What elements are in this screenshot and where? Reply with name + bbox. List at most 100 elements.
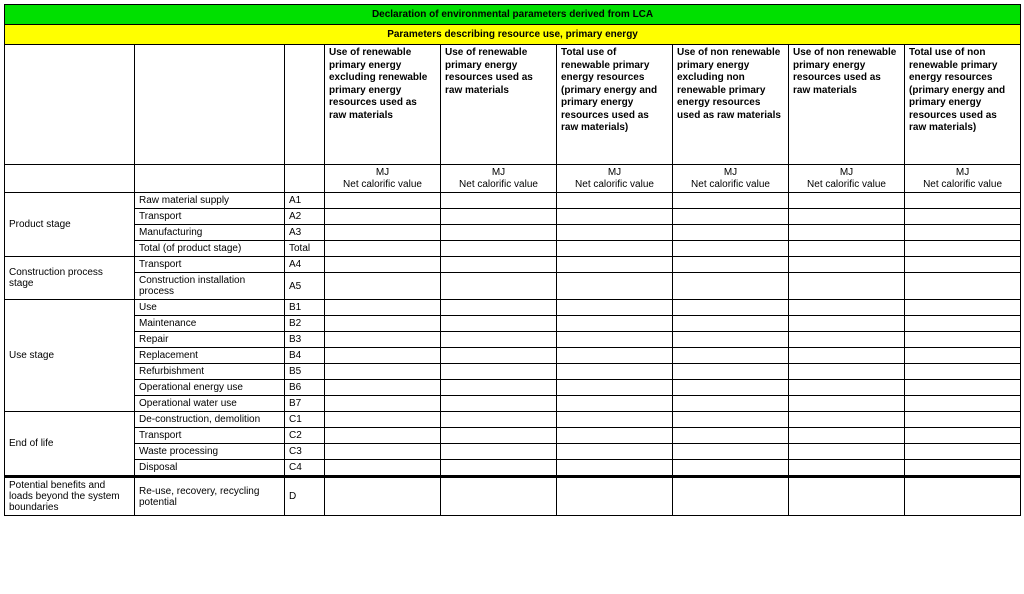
process-name: Re-use, recovery, recycling potential: [135, 477, 285, 516]
stage-name: Product stage: [5, 193, 135, 257]
module-code: C1: [285, 412, 325, 428]
value-cell: [673, 444, 789, 460]
value-cell: [325, 460, 441, 477]
value-cell: [441, 412, 557, 428]
value-cell: [673, 380, 789, 396]
stage-name: Use stage: [5, 300, 135, 412]
value-cell: [789, 477, 905, 516]
value-cell: [673, 348, 789, 364]
value-cell: [557, 332, 673, 348]
table-subtitle: Parameters describing resource use, prim…: [5, 25, 1021, 45]
unit-cell-2: MJNet calorific value: [441, 165, 557, 193]
value-cell: [557, 396, 673, 412]
value-cell: [441, 241, 557, 257]
module-code: A4: [285, 257, 325, 273]
value-cell: [325, 241, 441, 257]
value-cell: [557, 273, 673, 300]
value-cell: [441, 348, 557, 364]
value-cell: [905, 396, 1021, 412]
module-code: B5: [285, 364, 325, 380]
value-cell: [557, 364, 673, 380]
value-cell: [325, 364, 441, 380]
blank-header-2: [135, 45, 285, 165]
value-cell: [905, 348, 1021, 364]
value-cell: [441, 316, 557, 332]
value-cell: [673, 193, 789, 209]
module-code: B2: [285, 316, 325, 332]
module-code: A3: [285, 225, 325, 241]
stage-name: Construction process stage: [5, 257, 135, 300]
value-cell: [441, 460, 557, 477]
value-cell: [557, 225, 673, 241]
value-cell: [905, 332, 1021, 348]
value-cell: [325, 412, 441, 428]
value-cell: [673, 460, 789, 477]
blank-header-1: [5, 45, 135, 165]
value-cell: [673, 477, 789, 516]
value-cell: [325, 273, 441, 300]
value-cell: [557, 300, 673, 316]
value-cell: [325, 348, 441, 364]
value-cell: [325, 332, 441, 348]
value-cell: [789, 225, 905, 241]
value-cell: [905, 412, 1021, 428]
value-cell: [325, 428, 441, 444]
value-cell: [441, 225, 557, 241]
param-header-1: Use of renewable primary energy excludin…: [325, 45, 441, 165]
module-code: B6: [285, 380, 325, 396]
value-cell: [325, 444, 441, 460]
process-name: Operational water use: [135, 396, 285, 412]
value-cell: [905, 364, 1021, 380]
value-cell: [789, 460, 905, 477]
value-cell: [905, 225, 1021, 241]
value-cell: [905, 477, 1021, 516]
value-cell: [905, 193, 1021, 209]
unit-cell-3: MJNet calorific value: [557, 165, 673, 193]
value-cell: [557, 257, 673, 273]
process-name: Maintenance: [135, 316, 285, 332]
process-name: Refurbishment: [135, 364, 285, 380]
module-code: A1: [285, 193, 325, 209]
blank-unit-1: [5, 165, 135, 193]
process-name: Construction installation process: [135, 273, 285, 300]
value-cell: [441, 257, 557, 273]
value-cell: [557, 241, 673, 257]
module-code: B4: [285, 348, 325, 364]
value-cell: [905, 428, 1021, 444]
value-cell: [789, 348, 905, 364]
value-cell: [905, 316, 1021, 332]
value-cell: [905, 209, 1021, 225]
value-cell: [557, 412, 673, 428]
module-code: C3: [285, 444, 325, 460]
module-code: A2: [285, 209, 325, 225]
value-cell: [557, 209, 673, 225]
unit-cell-4: MJNet calorific value: [673, 165, 789, 193]
value-cell: [905, 380, 1021, 396]
process-name: Replacement: [135, 348, 285, 364]
blank-header-3: [285, 45, 325, 165]
unit-cell-1: MJNet calorific value: [325, 165, 441, 193]
value-cell: [557, 193, 673, 209]
module-code: C2: [285, 428, 325, 444]
value-cell: [325, 257, 441, 273]
value-cell: [789, 332, 905, 348]
value-cell: [441, 364, 557, 380]
blank-unit-2: [135, 165, 285, 193]
value-cell: [325, 477, 441, 516]
value-cell: [673, 396, 789, 412]
value-cell: [789, 209, 905, 225]
value-cell: [557, 477, 673, 516]
value-cell: [789, 193, 905, 209]
unit-cell-6: MJNet calorific value: [905, 165, 1021, 193]
value-cell: [673, 428, 789, 444]
value-cell: [673, 209, 789, 225]
value-cell: [673, 412, 789, 428]
value-cell: [325, 193, 441, 209]
module-code: B1: [285, 300, 325, 316]
value-cell: [557, 380, 673, 396]
value-cell: [905, 460, 1021, 477]
value-cell: [441, 300, 557, 316]
process-name: Waste processing: [135, 444, 285, 460]
value-cell: [441, 396, 557, 412]
module-code: A5: [285, 273, 325, 300]
